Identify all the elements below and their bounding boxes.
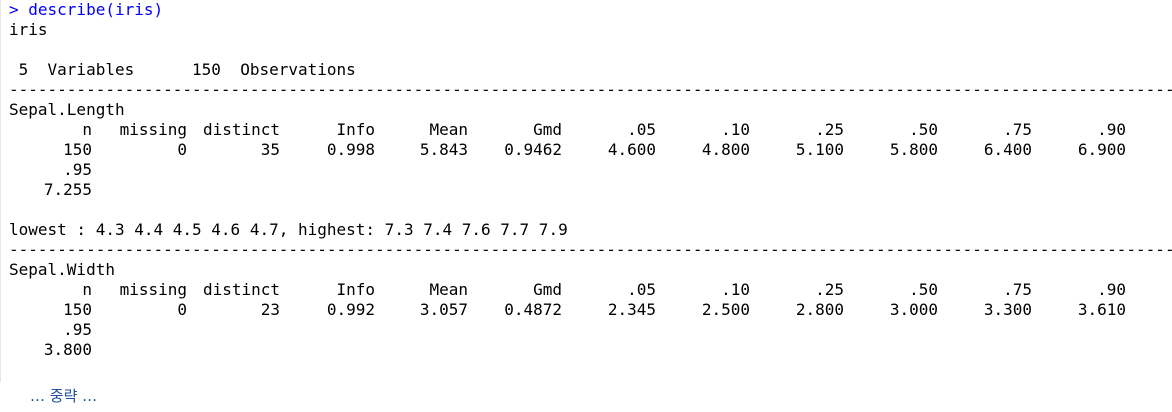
stat-value-cell: 150 bbox=[63, 140, 92, 159]
stat-value-cell: 4.800 bbox=[701, 140, 750, 159]
dataset-name: iris bbox=[9, 20, 48, 39]
stat-value-cell: 5.843 bbox=[419, 140, 468, 159]
stat-header-cell: .95 bbox=[63, 160, 92, 179]
stat-header-cell: distinct bbox=[202, 120, 280, 139]
separator-rule: ----------------------------------------… bbox=[9, 240, 1172, 259]
stat-header-cell: .95 bbox=[63, 320, 92, 339]
stat-value-cell: 0 bbox=[177, 300, 187, 319]
stat-extra-value-row: 3.800 bbox=[1, 340, 1172, 360]
stat-value-cell: 5.100 bbox=[795, 140, 844, 159]
stat-header-cell: Mean bbox=[429, 120, 468, 139]
command-text: describe(iris) bbox=[28, 0, 164, 19]
stat-header-cell: Gmd bbox=[533, 280, 562, 299]
stat-header-cell: .10 bbox=[721, 120, 750, 139]
stat-extra-header-row: .95 bbox=[1, 320, 1172, 340]
stat-header-cell: .50 bbox=[909, 120, 938, 139]
stat-value-cell: 2.800 bbox=[795, 300, 844, 319]
stat-header-cell: .75 bbox=[1003, 280, 1032, 299]
stat-value-cell: 150 bbox=[63, 300, 92, 319]
stat-header-cell: .90 bbox=[1097, 280, 1126, 299]
stat-header-cell: missing bbox=[119, 280, 187, 299]
stat-value-cell: 3.800 bbox=[43, 340, 92, 359]
stat-header-cell: .75 bbox=[1003, 120, 1032, 139]
stat-value-cell: 3.300 bbox=[983, 300, 1032, 319]
omitted-note: … 중략 … bbox=[30, 387, 98, 405]
stat-value-row: 150 0 35 0.998 5.843 0.9462 4.600 4.800 5.100 5.8… bbox=[1, 140, 1172, 160]
stat-value-cell: 3.057 bbox=[419, 300, 468, 319]
stat-extra-value-row: 7.255 bbox=[1, 180, 1172, 200]
stat-value-cell: 6.400 bbox=[983, 140, 1032, 159]
stat-header-cell: Gmd bbox=[533, 120, 562, 139]
r-console[interactable]: > describe(iris) iris 5 Variables 150 Ob… bbox=[0, 0, 1172, 382]
stat-header-cell: missing bbox=[119, 120, 187, 139]
variable-name: Sepal.Length bbox=[9, 100, 125, 119]
stat-value-cell: 2.345 bbox=[607, 300, 656, 319]
stat-value-cell: 7.255 bbox=[43, 180, 92, 199]
stat-value-cell: 6.900 bbox=[1077, 140, 1126, 159]
stat-header-cell: Info bbox=[336, 280, 375, 299]
stat-extra-header-row: .95 bbox=[1, 160, 1172, 180]
console-prompt: > bbox=[9, 0, 29, 19]
stat-header-cell: .50 bbox=[909, 280, 938, 299]
stat-header-cell: .25 bbox=[815, 280, 844, 299]
stat-value-cell: 0 bbox=[177, 140, 187, 159]
stat-value-cell: 0.9462 bbox=[504, 140, 562, 159]
stat-header-cell: .10 bbox=[721, 280, 750, 299]
stat-value-cell: 0.992 bbox=[326, 300, 375, 319]
summary-line: 5 Variables 150 Observations bbox=[9, 60, 356, 79]
stat-value-cell: 3.610 bbox=[1077, 300, 1126, 319]
stat-header-cell: Mean bbox=[429, 280, 468, 299]
stat-header-cell: .05 bbox=[627, 120, 656, 139]
stat-value-cell: 23 bbox=[260, 300, 280, 319]
command-line: > describe(iris) bbox=[9, 0, 163, 20]
stat-header-cell: Info bbox=[336, 120, 375, 139]
separator-rule: ----------------------------------------… bbox=[9, 80, 1172, 99]
stat-header-cell: distinct bbox=[202, 280, 280, 299]
stat-value-cell: 5.800 bbox=[889, 140, 938, 159]
stat-header-cell: .05 bbox=[627, 280, 656, 299]
stat-value-row: 150 0 23 0.992 3.057 0.4872 2.345 2.500 2.800 3.0… bbox=[1, 300, 1172, 320]
stat-value-cell: 35 bbox=[260, 140, 280, 159]
stat-header-row: n missing distinct Info Mean Gmd .05 .10 .25 .50.… bbox=[1, 120, 1172, 140]
variable-name: Sepal.Width bbox=[9, 260, 115, 279]
stat-header-row: n missing distinct Info Mean Gmd .05 .10 .25 .50.… bbox=[1, 280, 1172, 300]
stat-value-cell: 3.000 bbox=[889, 300, 938, 319]
stat-value-cell: 4.600 bbox=[607, 140, 656, 159]
stat-header-cell: n bbox=[82, 280, 92, 299]
stat-value-cell: 2.500 bbox=[701, 300, 750, 319]
stat-value-cell: 0.4872 bbox=[504, 300, 562, 319]
stat-header-cell: n bbox=[82, 120, 92, 139]
stat-header-cell: .25 bbox=[815, 120, 844, 139]
stat-header-cell: .90 bbox=[1097, 120, 1126, 139]
range-line: lowest : 4.3 4.4 4.5 4.6 4.7, highest: 7… bbox=[9, 220, 568, 239]
stat-value-cell: 0.998 bbox=[326, 140, 375, 159]
